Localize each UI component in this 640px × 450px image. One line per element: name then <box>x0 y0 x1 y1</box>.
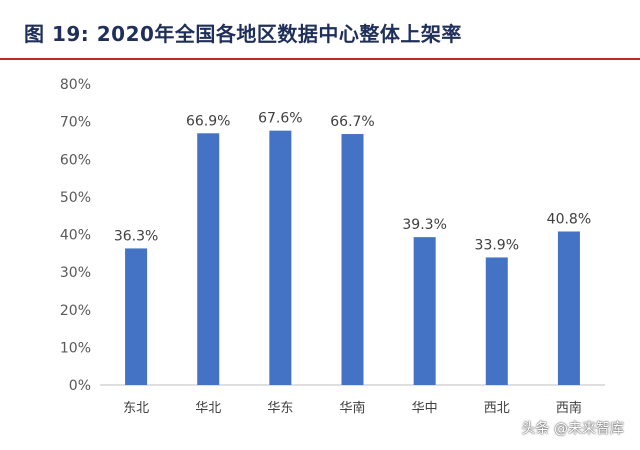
data-label: 66.7% <box>330 114 374 130</box>
watermark-text: 头条 @未来智库 <box>521 421 624 437</box>
y-tick-label: 0% <box>69 378 91 394</box>
x-tick-label: 华东 <box>267 401 293 416</box>
x-tick-label: 华北 <box>195 401 221 416</box>
bar-华东 <box>269 130 292 385</box>
bar-东北 <box>125 248 148 385</box>
bar-华南 <box>341 134 364 385</box>
data-label: 40.8% <box>547 211 591 227</box>
x-tick-label: 东北 <box>123 401 149 416</box>
data-label: 33.9% <box>475 237 519 253</box>
x-tick-label: 华中 <box>412 401 438 416</box>
x-tick-label: 西北 <box>484 401 510 416</box>
bar-华中 <box>413 237 436 385</box>
y-tick-label: 30% <box>60 265 91 281</box>
title-divider <box>0 58 640 60</box>
bar-西北 <box>485 257 508 385</box>
data-label: 67.6% <box>258 111 302 127</box>
y-tick-label: 40% <box>60 228 91 244</box>
data-label: 66.9% <box>186 113 230 129</box>
x-tick-label: 华南 <box>339 400 365 416</box>
y-tick-label: 20% <box>60 303 91 319</box>
x-tick-label: 西南 <box>556 400 582 416</box>
y-tick-label: 50% <box>60 190 91 206</box>
y-tick-label: 70% <box>60 115 91 131</box>
bar-西南 <box>557 231 580 385</box>
data-label: 36.3% <box>114 228 158 244</box>
bar-华北 <box>197 133 220 385</box>
y-tick-label: 60% <box>60 152 91 168</box>
y-tick-label: 80% <box>60 77 91 93</box>
figure-title: 图 19: 2020年全国各地区数据中心整体上架率 <box>24 22 462 46</box>
y-tick-label: 10% <box>60 340 91 356</box>
data-label: 39.3% <box>402 217 446 233</box>
